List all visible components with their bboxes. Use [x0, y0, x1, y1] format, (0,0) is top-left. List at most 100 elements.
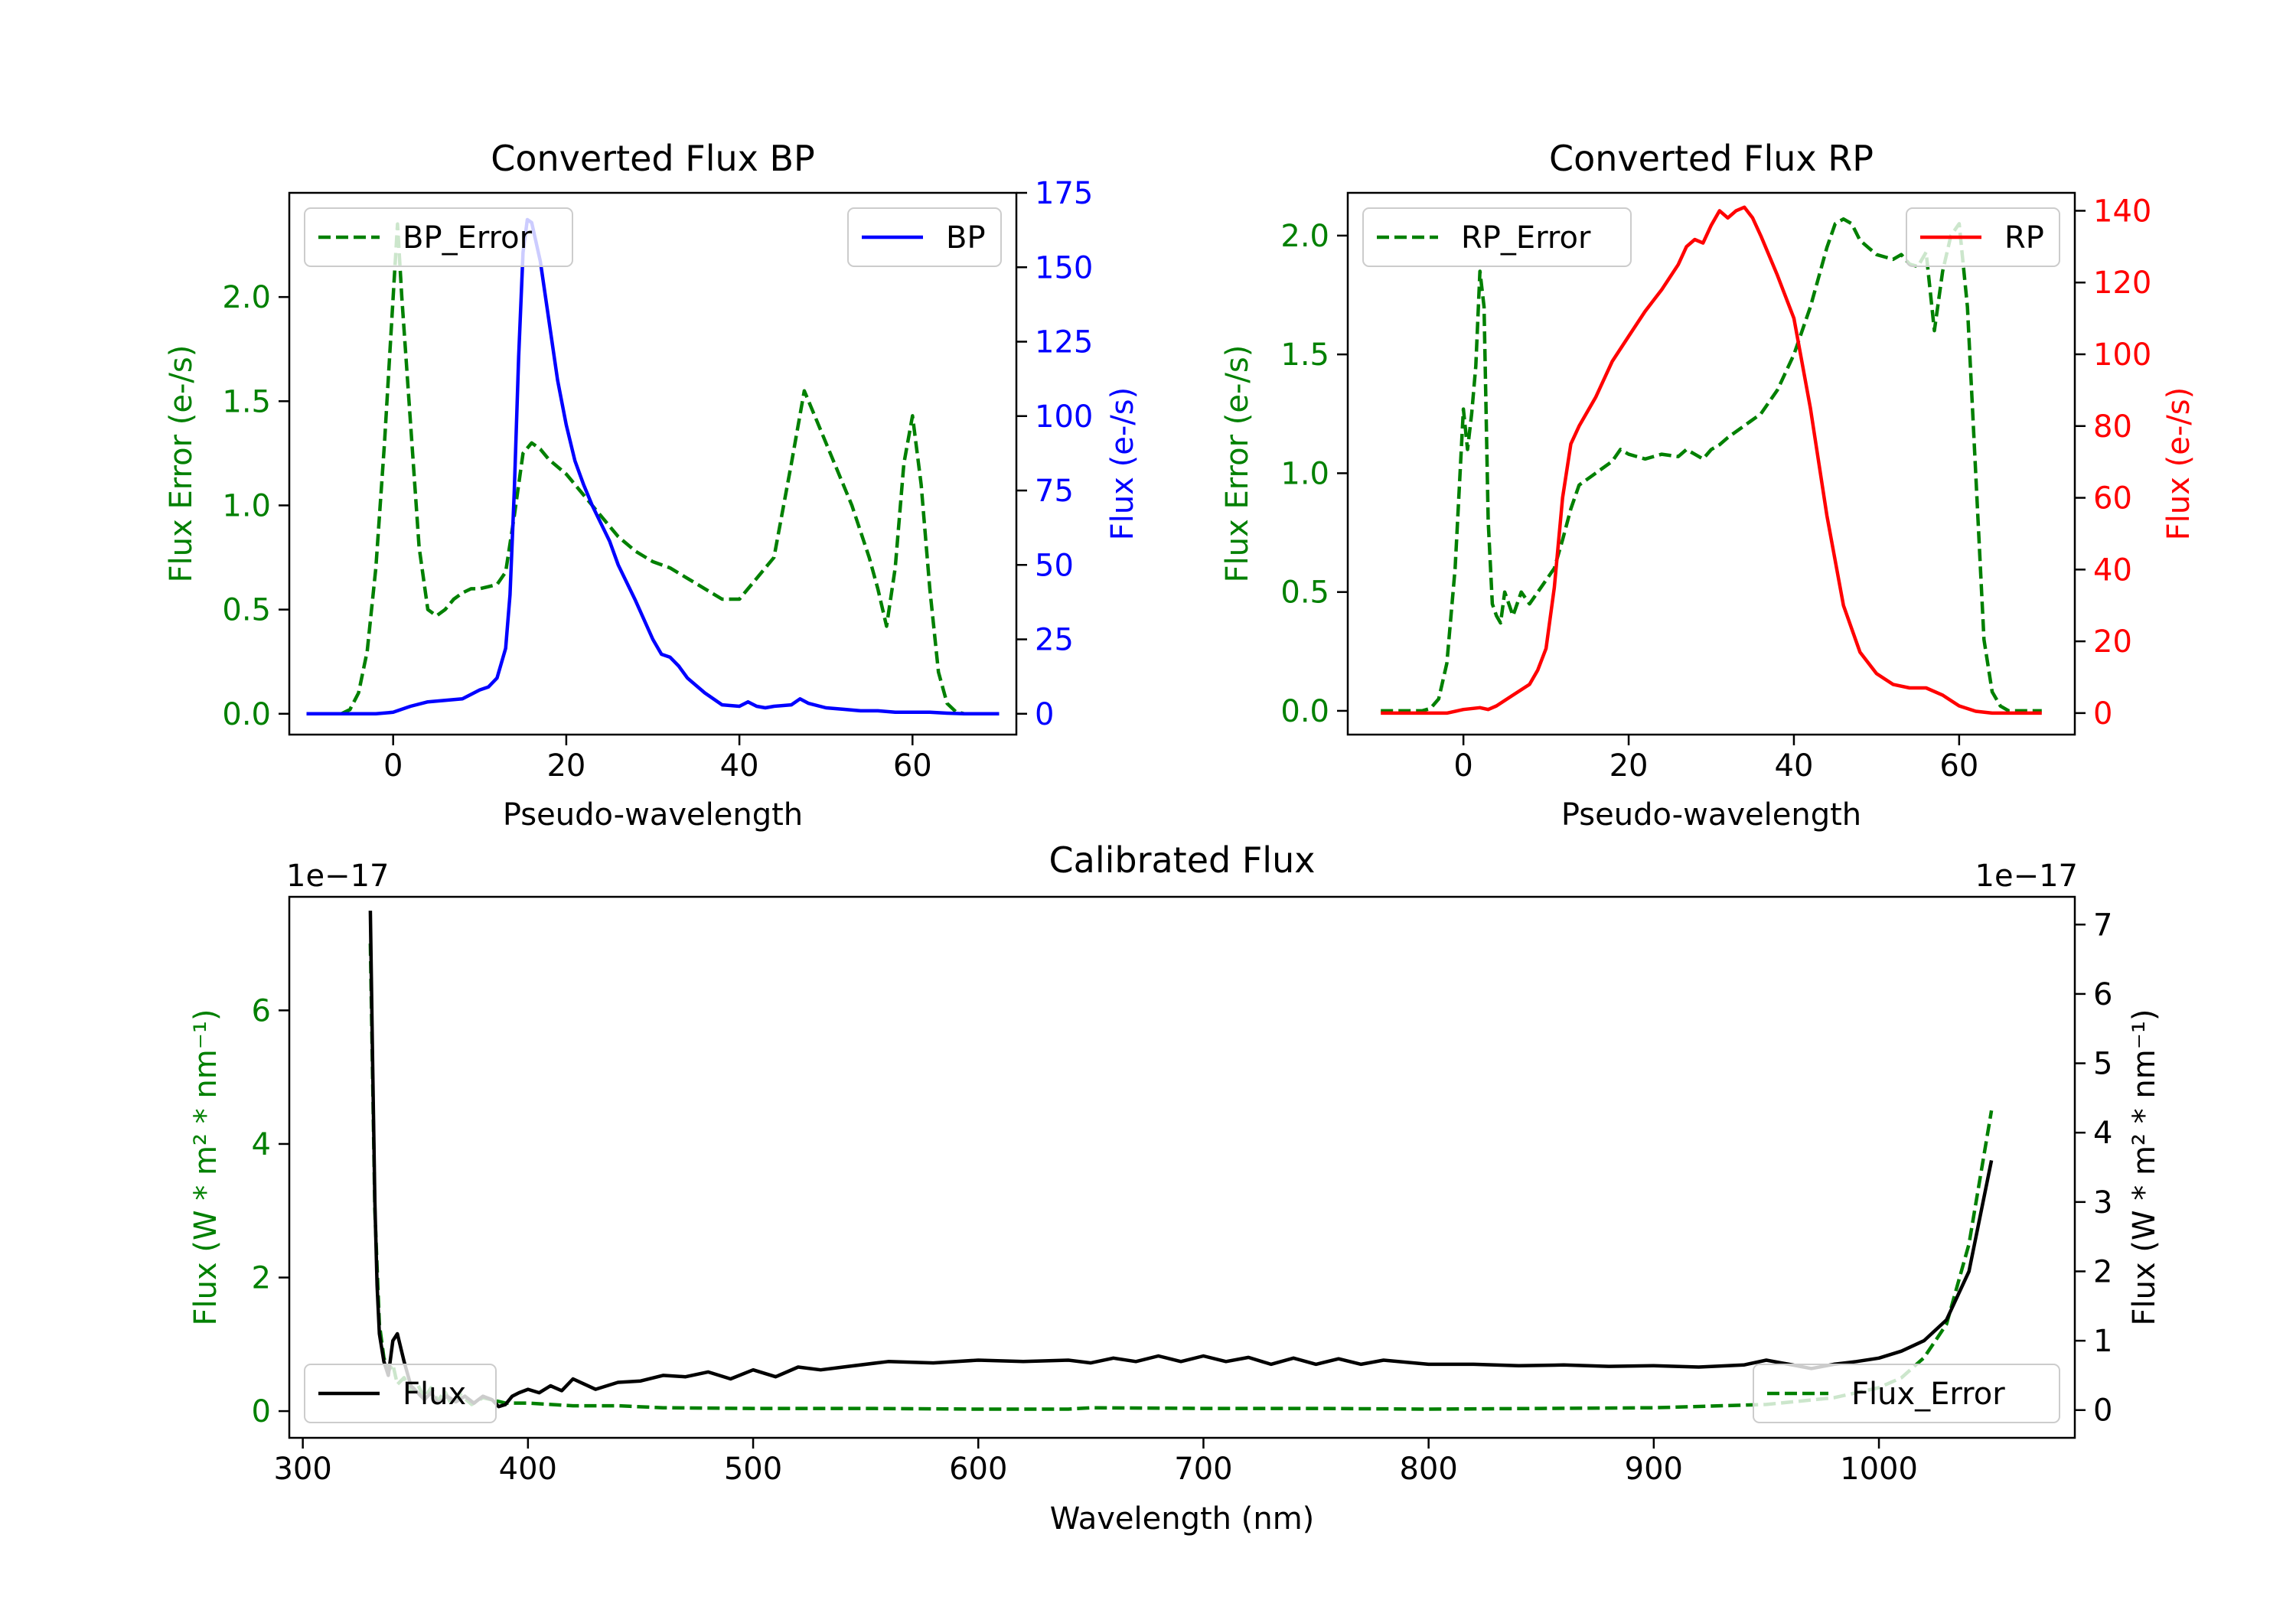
bp-axes-frame — [288, 191, 1018, 736]
rp-ytick-right-label: 120 — [2093, 266, 2151, 301]
bp-series-bp-error-line — [306, 222, 1000, 716]
rp-ytick-right-label: 60 — [2093, 481, 2132, 517]
calibrated-ytick-right-label: 3 — [2093, 1185, 2112, 1221]
rp-xtick-label: 40 — [1775, 748, 1814, 784]
calibrated-xtick-label: 900 — [1625, 1452, 1683, 1487]
bp-ytick-right-label: 150 — [1035, 250, 1093, 285]
legend-label: Flux_Error — [1851, 1377, 2005, 1412]
calibrated-ytick-right-label: 7 — [2093, 908, 2112, 943]
bp-xtick-label: 60 — [893, 748, 932, 784]
bp-ytick-right-label: 100 — [1035, 399, 1093, 435]
calibrated-series-flux-line — [368, 911, 1994, 1409]
calibrated-xtick-label: 800 — [1399, 1452, 1457, 1487]
bp-xlabel: Pseudo-wavelength — [503, 797, 803, 833]
calibrated-ytick-right-label: 5 — [2093, 1047, 2112, 1082]
bp-ytick-left-label: 1.5 — [222, 384, 271, 419]
bp-ytick-right-label: 50 — [1035, 548, 1074, 583]
legend-label: BP — [946, 220, 986, 256]
calibrated-ytick-left-label: 4 — [252, 1127, 271, 1162]
legend-box — [1906, 207, 2060, 267]
rp-ylabel-right: Flux (e-/s) — [2161, 387, 2197, 540]
calibrated-axes-frame — [288, 895, 2076, 1439]
calibrated-ytick-right-label: 2 — [2093, 1254, 2112, 1289]
bp-ytick-right-label: 0 — [1035, 697, 1054, 732]
calibrated-ytick-right-label: 0 — [2093, 1393, 2112, 1429]
rp-series-rp-line — [1381, 205, 2042, 715]
calibrated-xtick-label: 600 — [949, 1452, 1007, 1487]
rp-ytick-right-label: 40 — [2093, 552, 2132, 588]
calibrated-series-flux-error-line — [368, 944, 1994, 1411]
calibrated-xtick-label: 500 — [724, 1452, 782, 1487]
legend-box — [1362, 207, 1632, 267]
legend-label: RP — [2004, 220, 2044, 256]
calibrated-title: Calibrated Flux — [1049, 839, 1316, 881]
calibrated-xtick-label: 400 — [499, 1452, 557, 1487]
legend-label: Flux — [403, 1377, 466, 1412]
calibrated-panel: 300 400 500 600 700 800 900 1000 0 2 4 6 0 1 2 3 4 5 6 7 Cal… — [188, 839, 2162, 1537]
rp-ytick-left-label: 1.5 — [1280, 337, 1329, 373]
bp-title: Converted Flux BP — [491, 138, 815, 179]
rp-legend-rp-error: RP_Error — [1362, 207, 1632, 267]
bp-ytick-right-label: 125 — [1035, 325, 1093, 360]
legend-box — [304, 1364, 497, 1423]
legend-label: RP_Error — [1461, 220, 1591, 256]
legend-label: BP_Error — [403, 220, 533, 256]
bp-legend-bp-error: BP_Error — [304, 207, 573, 267]
rp-series-rp-error-line — [1381, 217, 2042, 713]
rp-ytick-right-label: 100 — [2093, 337, 2151, 373]
rp-axes-frame — [1346, 191, 2076, 736]
calibrated-ytick-right-label: 1 — [2093, 1324, 2112, 1359]
bp-xtick-label: 40 — [720, 748, 759, 784]
bp-legend-bp: BP — [847, 207, 1002, 267]
calibrated-legend-flux: Flux — [304, 1364, 497, 1423]
calibrated-ytick-left-label: 0 — [252, 1394, 271, 1429]
calibrated-ytick-right-label: 4 — [2093, 1116, 2112, 1151]
bp-ytick-right-label: 75 — [1035, 474, 1074, 509]
bp-ytick-left-label: 0.5 — [222, 593, 271, 628]
rp-ytick-left-label: 2.0 — [1280, 219, 1329, 254]
calibrated-legend-flux-error: Flux_Error — [1753, 1364, 2060, 1423]
bp-xtick-label: 20 — [546, 748, 585, 784]
rp-ylabel-left: Flux Error (e-/s) — [1220, 345, 1255, 583]
rp-ytick-left-label: 1.0 — [1280, 456, 1329, 491]
calibrated-xtick-label: 700 — [1174, 1452, 1232, 1487]
rp-xtick-label: 0 — [1453, 748, 1473, 784]
calibrated-scale-note-right: 1e−17 — [1975, 859, 2078, 894]
calibrated-ytick-left-label: 2 — [252, 1261, 271, 1296]
bp-ytick-left-label: 1.0 — [222, 488, 271, 523]
bp-ytick-left-label: 2.0 — [222, 280, 271, 315]
legend-box — [304, 207, 573, 267]
rp-xtick-label: 20 — [1609, 748, 1649, 784]
bp-ylabel-left: Flux Error (e-/s) — [164, 345, 199, 583]
calibrated-xlabel: Wavelength (nm) — [1050, 1501, 1315, 1537]
rp-legend-rp: RP — [1906, 207, 2060, 267]
calibrated-xtick-label: 300 — [273, 1452, 331, 1487]
calibrated-scale-note-left: 1e−17 — [286, 859, 389, 894]
bp-ytick-right-label: 175 — [1035, 176, 1093, 211]
rp-xtick-label: 60 — [1939, 748, 1978, 784]
bp-ytick-right-label: 25 — [1035, 623, 1074, 658]
rp-ytick-left-label: 0.5 — [1280, 575, 1329, 611]
bp-ylabel-right: Flux (e-/s) — [1105, 387, 1140, 540]
bp-ytick-left-label: 0.0 — [222, 697, 271, 732]
rp-ytick-right-label: 20 — [2093, 624, 2132, 660]
rp-xlabel: Pseudo-wavelength — [1561, 797, 1861, 833]
calibrated-ylabel-left: Flux (W * m² * nm⁻¹) — [188, 1009, 223, 1326]
rp-ytick-right-label: 0 — [2093, 696, 2112, 732]
bp-series-bp-line — [306, 217, 1000, 716]
legend-box — [847, 207, 1002, 267]
rp-title: Converted Flux RP — [1549, 138, 1874, 179]
bp-xtick-label: 0 — [383, 748, 403, 784]
calibrated-ytick-right-label: 6 — [2093, 977, 2112, 1012]
calibrated-ytick-left-label: 6 — [252, 993, 271, 1028]
rp-ytick-right-label: 140 — [2093, 194, 2151, 229]
rp-panel: 0 20 40 60 0.0 0.5 1.0 1.5 2.0 0 20 40 60 80 100 120 140… — [1220, 138, 2197, 833]
bp-panel: 0 20 40 60 0.0 0.5 1.0 1.5 2.0 0 25 50 75 100 125 150 17… — [164, 138, 1140, 833]
calibrated-xtick-label: 1000 — [1840, 1452, 1918, 1487]
calibrated-ylabel-right: Flux (W * m² * nm⁻¹) — [2127, 1009, 2162, 1326]
legend-box — [1753, 1364, 2060, 1423]
rp-ytick-left-label: 0.0 — [1280, 694, 1329, 729]
rp-ytick-right-label: 80 — [2093, 409, 2132, 445]
